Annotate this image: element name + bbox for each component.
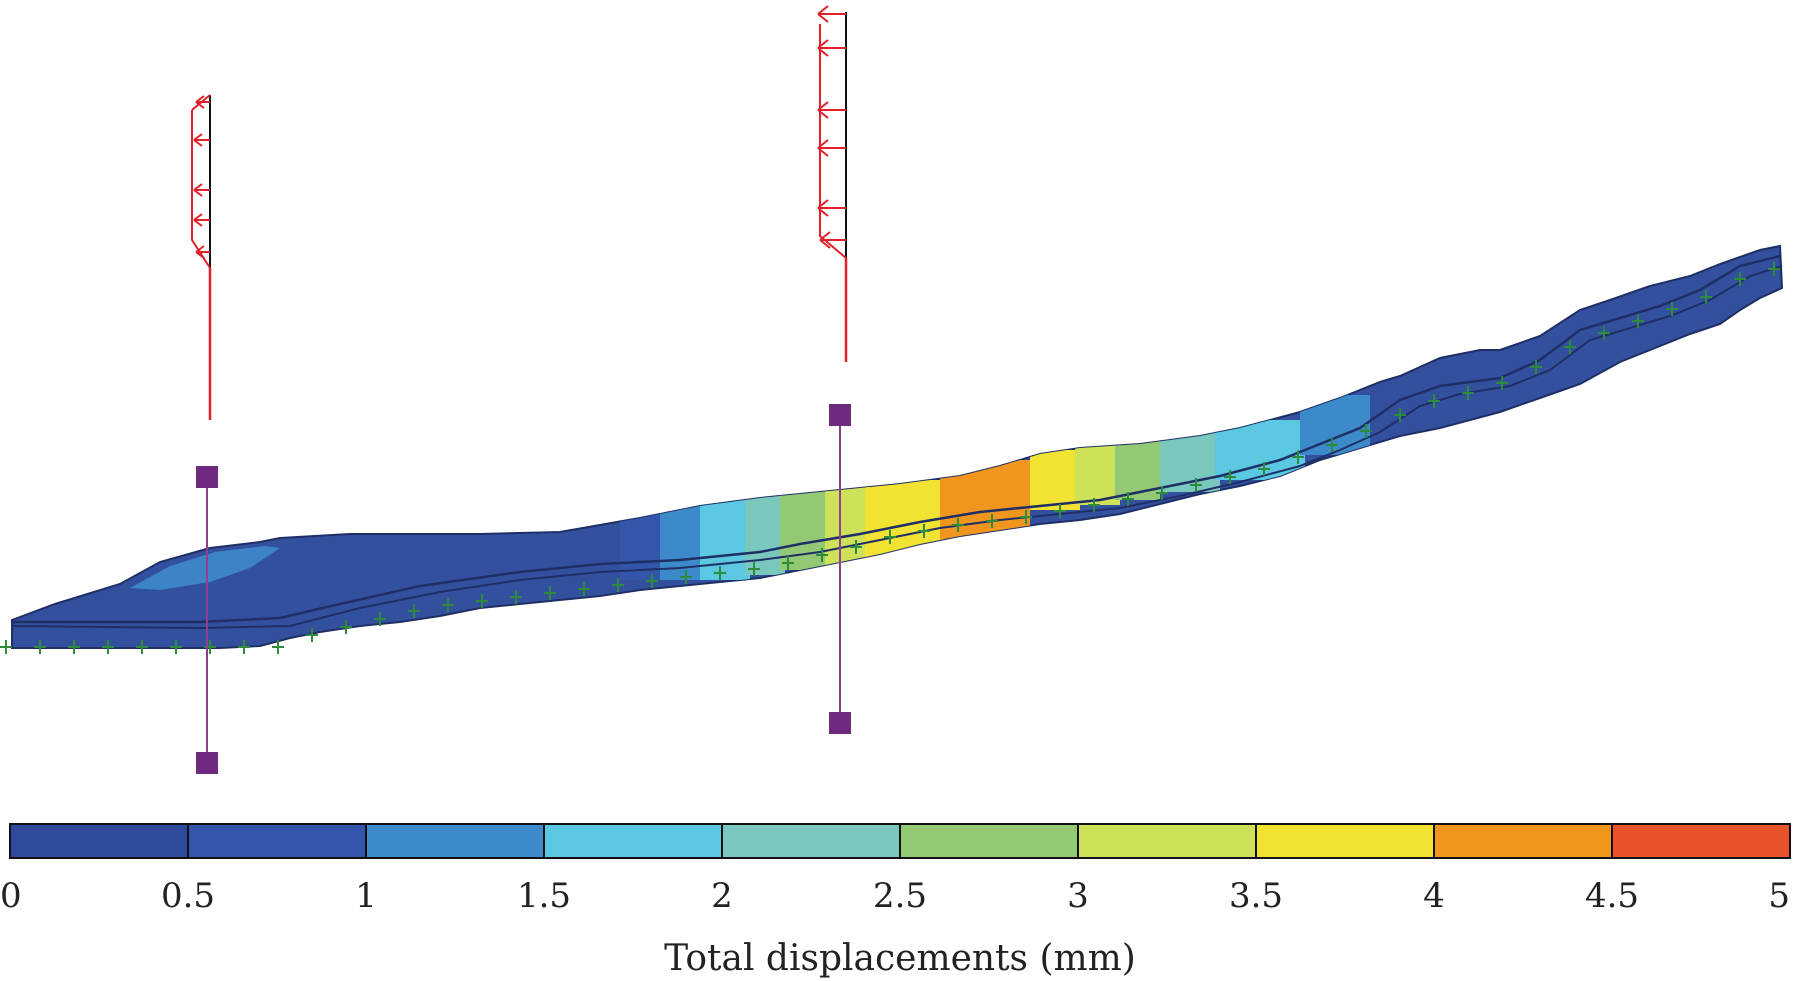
contour-1.5-2-b [1215,420,1305,480]
contour-2-2.5 [745,495,785,575]
colorbar-segment-0 [9,823,189,859]
bedrock-line [11,265,1783,630]
colorbar-segment-2 [365,823,545,859]
left-monitoring-line [191,94,218,774]
colorbar-tick-9: 4.5 [1585,876,1639,916]
middle-profile-top-node [829,404,851,426]
colorbar-tick-labels: 0 0.5 1 1.5 2 2.5 3 3.5 4 4.5 5 [0,876,1790,916]
fixed-boundary-markers [0,262,1780,654]
middle-displacement-arrows [817,5,847,259]
colorbar-tick-3: 1.5 [517,876,571,916]
colorbar-title: Total displacements (mm) [664,938,1136,979]
colorbar-tick-0: 0 [0,876,22,916]
colorbar-segment-5 [899,823,1079,859]
contour-1.5-2 [700,500,750,580]
colorbar-segment-7 [1255,823,1435,859]
displacement-colorbar [9,823,1791,859]
middle-monitoring-line [817,5,851,734]
contour-3-3.5 [825,485,870,565]
slope-body [11,244,1784,649]
colorbar-tick-1: 0.5 [161,876,215,916]
colorbar-segment-6 [1077,823,1257,859]
colorbar-tick-8: 4 [1423,876,1445,916]
colorbar-tick-7: 3.5 [1229,876,1283,916]
colorbar-tick-6: 3 [1067,876,1089,916]
colorbar-segment-8 [1433,823,1613,859]
colorbar-tick-4: 2 [711,876,733,916]
colorbar-segment-1 [187,823,367,859]
left-displacement-arrows [191,94,211,269]
colorbar-segment-4 [721,823,901,859]
slope-model [0,244,1784,654]
slip-surface-line [12,254,1781,624]
contour-3.5-4-b [1030,450,1080,510]
contour-left-band [130,546,280,590]
left-profile-top-node [196,466,218,488]
colorbar-tick-2: 1 [355,876,377,916]
left-profile-bottom-node [196,752,218,774]
colorbar-tick-5: 2.5 [873,876,927,916]
middle-profile-bottom-node [829,712,851,734]
colorbar-segment-9 [1611,823,1791,859]
contour-3-3.5-b [1075,445,1120,505]
contour-2.5-3-b [1115,440,1160,500]
colorbar-tick-10: 5 [1768,876,1790,916]
colorbar-segment-3 [543,823,723,859]
